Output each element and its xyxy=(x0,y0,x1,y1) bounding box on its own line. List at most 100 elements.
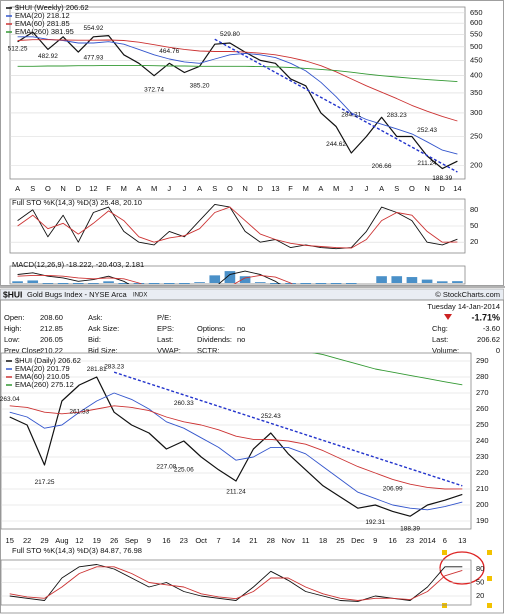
x-tick-label: Sep xyxy=(125,536,138,545)
marker xyxy=(487,576,492,581)
y-tick-label: 550 xyxy=(470,29,483,38)
price-annotation: 192.31 xyxy=(365,519,385,526)
price-annotation: 227.08 xyxy=(156,463,176,470)
histogram-bar xyxy=(345,283,357,284)
price-annotation: 188.39 xyxy=(400,525,420,532)
histogram-bar xyxy=(72,283,84,284)
y-tick-label: 300 xyxy=(470,108,483,117)
series-line xyxy=(311,353,463,386)
x-tick-label: 9 xyxy=(373,536,377,545)
field-label: EPS: xyxy=(157,324,174,333)
plot-area xyxy=(10,12,465,173)
field-label: Ask Size: xyxy=(88,324,119,333)
x-tick-label: 7 xyxy=(217,536,221,545)
legend-label: EMA(20) 201.79 xyxy=(15,364,70,373)
x-tick-label: D xyxy=(440,184,446,193)
x-tick-label: F xyxy=(106,184,111,193)
price-annotation: 188.39 xyxy=(432,175,452,182)
daily-frame xyxy=(0,299,504,614)
field-label: Bid: xyxy=(88,335,101,344)
histogram-bar xyxy=(391,276,403,283)
stat-label: Last: xyxy=(432,335,448,344)
index-name: Gold Bugs Index - NYSE Arca xyxy=(27,290,127,299)
histogram-bar xyxy=(179,283,190,284)
stat-label: Chg: xyxy=(432,324,448,333)
x-tick-label: M xyxy=(303,184,309,193)
x-tick-label: 2014 xyxy=(419,536,436,545)
y-tick-label: 350 xyxy=(470,88,483,97)
legend-label: EMA(60) 210.05 xyxy=(15,372,70,381)
price-annotation: 252.43 xyxy=(261,413,281,420)
field-label: Prev Close: xyxy=(4,346,43,355)
histogram-bar xyxy=(163,283,175,284)
highlight-circle xyxy=(439,551,485,585)
x-tick-label: D xyxy=(76,184,82,193)
histogram-bar xyxy=(148,283,160,284)
y-tick-label: 600 xyxy=(470,18,483,27)
price-annotation: 284.21 xyxy=(341,112,361,119)
x-tick-label: M xyxy=(151,184,157,193)
price-annotation: 260.33 xyxy=(174,400,194,407)
x-tick-label: N xyxy=(60,184,65,193)
y-tick-label: 280 xyxy=(476,372,489,381)
plot-area xyxy=(10,203,465,250)
field-label: Low: xyxy=(4,335,20,344)
histogram-bar xyxy=(376,276,387,283)
x-tick-label: A xyxy=(197,184,202,193)
x-tick-label: 16 xyxy=(388,536,396,545)
price-annotation: 385.20 xyxy=(190,82,210,89)
marker xyxy=(442,603,447,608)
field-value: 206.05 xyxy=(40,335,63,344)
x-tick-label: A xyxy=(318,184,323,193)
x-tick-label: A xyxy=(136,184,141,193)
y-tick-label: 250 xyxy=(470,131,483,140)
x-tick-label: 16 xyxy=(162,536,170,545)
price-annotation: 283.23 xyxy=(387,112,407,119)
y-tick-label: 250 xyxy=(476,420,489,429)
field-label: Dividends: xyxy=(197,335,232,344)
y-tick-label: 650 xyxy=(470,8,483,17)
x-tick-label: J xyxy=(349,184,353,193)
price-annotation: 477.93 xyxy=(83,54,103,61)
field-label: Last: xyxy=(157,335,173,344)
x-tick-label: 28 xyxy=(267,536,275,545)
marker xyxy=(442,550,447,555)
symbol: $HUI xyxy=(3,289,22,299)
change-pct: -1.71% xyxy=(471,312,500,322)
x-tick-label: J xyxy=(365,184,369,193)
x-tick-label: S xyxy=(394,184,399,193)
histogram-bar xyxy=(315,283,327,284)
x-tick-label: Aug xyxy=(55,536,68,545)
plot-area xyxy=(12,270,463,284)
trend-line xyxy=(113,371,463,487)
x-tick-label: A xyxy=(379,184,384,193)
x-tick-label: 14 xyxy=(232,536,240,545)
price-annotation: 529.80 xyxy=(220,31,240,38)
field-label: P/E: xyxy=(157,313,171,322)
panel-title: Full STO %K(14,3) %D(3) 84.87, 76.98 xyxy=(12,546,142,555)
legend-label: EMA(20) 218.12 xyxy=(15,11,70,20)
field-label: SCTR: xyxy=(197,346,220,355)
y-tick-label: 50 xyxy=(476,577,484,586)
field-label: Bid Size: xyxy=(88,346,118,355)
histogram-bar xyxy=(300,283,312,284)
histogram-bar xyxy=(57,283,69,284)
quote-date: Tuesday 14-Jan-2014 xyxy=(427,302,500,311)
x-tick-label: 25 xyxy=(336,536,344,545)
legend-label: EMA(260) 275.12 xyxy=(15,380,74,389)
series-line xyxy=(17,206,458,249)
y-tick-label: 50 xyxy=(470,221,478,230)
x-tick-label: Oct xyxy=(195,536,208,545)
y-tick-label: 450 xyxy=(470,55,483,64)
price-annotation: 217.25 xyxy=(35,479,55,486)
x-tick-label: Nov xyxy=(282,536,296,545)
down-arrow xyxy=(444,314,452,320)
field-value: 212.85 xyxy=(40,324,63,333)
x-tick-label: 19 xyxy=(93,536,101,545)
series-line xyxy=(17,31,458,170)
histogram-bar xyxy=(239,276,251,283)
x-tick-label: 15 xyxy=(6,536,14,545)
y-tick-label: 240 xyxy=(476,436,489,445)
x-tick-label: 13 xyxy=(271,184,279,193)
